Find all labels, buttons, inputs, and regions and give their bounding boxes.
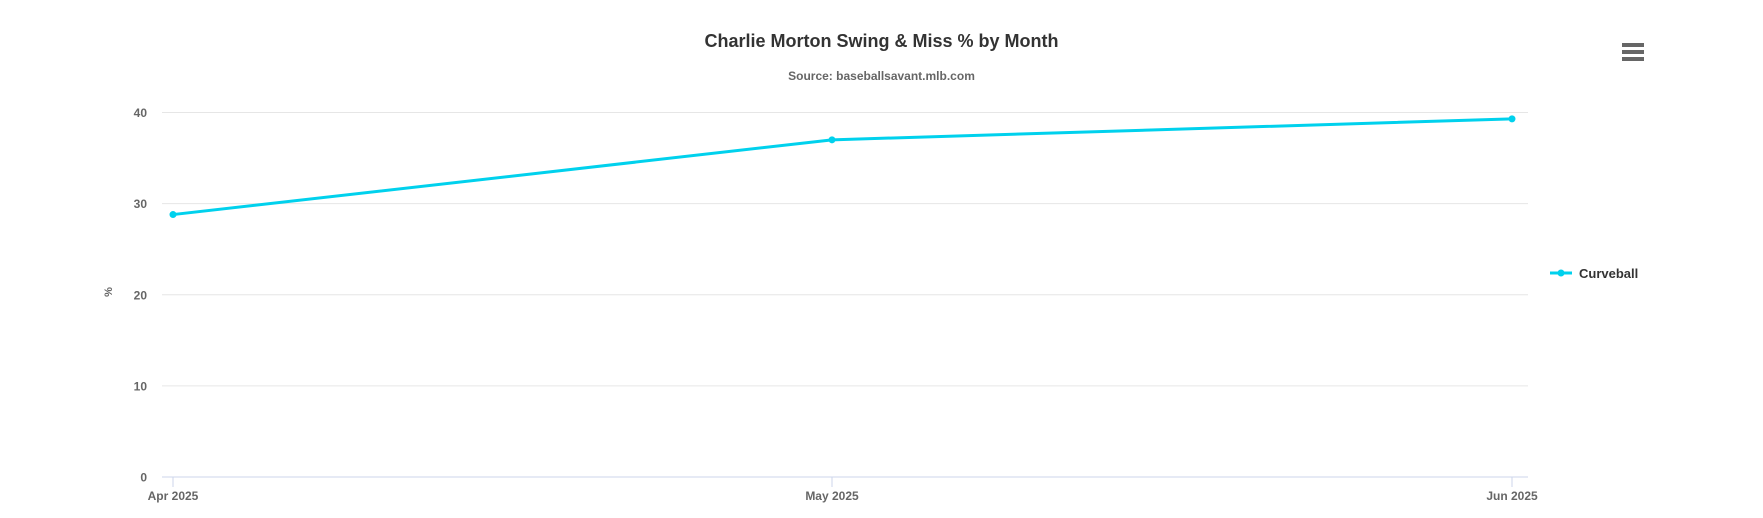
chart-title: Charlie Morton Swing & Miss % by Month <box>704 31 1059 51</box>
series-line-curveball <box>171 117 1514 217</box>
y-axis-title: % <box>103 287 115 297</box>
y-axis-label: 0 <box>140 471 147 485</box>
data-point-marker[interactable] <box>1508 115 1516 123</box>
y-axis-label: 40 <box>134 106 148 120</box>
y-axis-label: 20 <box>134 288 148 302</box>
legend-item-curveball[interactable]: Curveball <box>1549 263 1638 283</box>
data-point-marker[interactable] <box>828 136 836 144</box>
x-axis-label: Jun 2025 <box>1486 489 1538 503</box>
y-axis-label: 10 <box>134 379 148 393</box>
x-axis-label: May 2025 <box>805 489 859 503</box>
y-axis-label: 30 <box>134 197 148 211</box>
context-menu-button[interactable] <box>1617 38 1649 66</box>
chart-subtitle: Source: baseballsavant.mlb.com <box>788 69 975 83</box>
legend-line-marker-icon <box>1550 269 1572 277</box>
x-axis-label: Apr 2025 <box>148 489 199 503</box>
hamburger-menu-icon <box>1622 43 1644 61</box>
data-point-marker[interactable] <box>169 211 177 219</box>
legend-item-label: Curveball <box>1579 265 1639 281</box>
